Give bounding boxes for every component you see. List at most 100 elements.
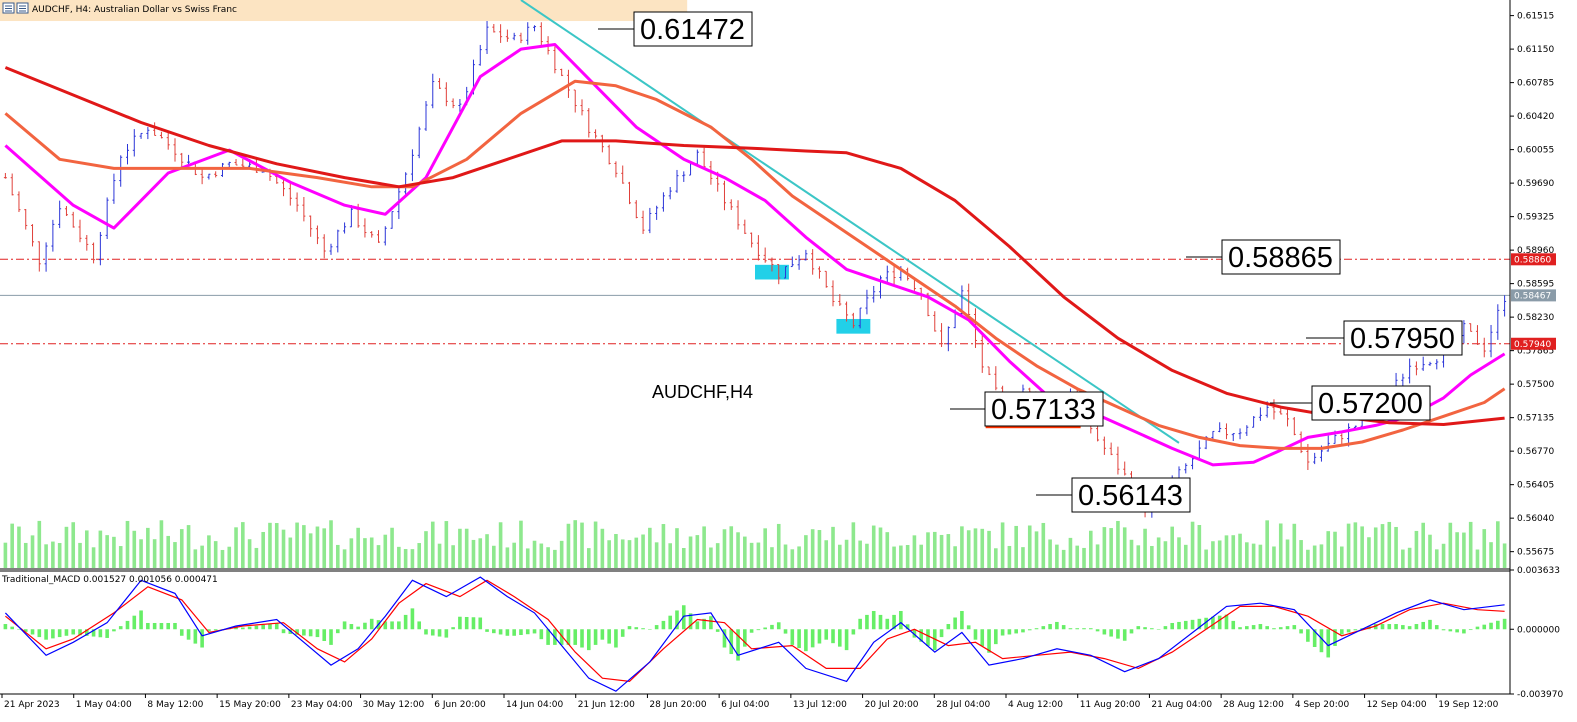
volume-bar	[10, 523, 14, 568]
macd-histogram-bar	[688, 613, 693, 630]
macd-histogram-bar	[1055, 621, 1059, 630]
macd-histogram-bar	[1285, 626, 1290, 630]
volume-bar	[478, 538, 483, 568]
macd-histogram-bar	[213, 629, 218, 631]
volume-bar	[376, 545, 381, 568]
time-tick-label: 14 Jun 04:00	[506, 700, 563, 710]
level-box-1	[1221, 239, 1341, 275]
time-tick-label: 6 Jul 04:00	[721, 700, 770, 710]
macd-histogram-bar	[1197, 618, 1202, 630]
macd-histogram-bar	[1482, 624, 1487, 630]
volume-bar	[200, 545, 204, 568]
macd-histogram-bar	[1000, 629, 1005, 636]
volume-bar	[322, 528, 327, 568]
macd-label: Traditional_MACD 0.001527 0.001056 0.000…	[1, 575, 218, 585]
volume-bar	[614, 534, 618, 568]
volume-bar	[430, 521, 435, 568]
volume-bar	[851, 522, 856, 568]
header-layer: AUDCHF, H4: Australian Dollar vs Swiss F…	[2, 2, 237, 15]
macd-histogram-bar	[193, 629, 198, 644]
volume-bar	[546, 547, 550, 568]
volume-bar	[369, 537, 374, 568]
volume-bar	[383, 534, 388, 568]
volume-bar	[749, 542, 754, 568]
volume-bar	[892, 546, 896, 568]
volume-bar	[1224, 535, 1229, 568]
volume-bar	[1021, 547, 1025, 568]
macd-histogram-bar	[1387, 624, 1392, 630]
macd-histogram-bar	[512, 629, 516, 636]
volume-bar	[661, 524, 666, 568]
macd-main-line	[4, 576, 1505, 692]
macd-histogram-bar	[1156, 629, 1161, 630]
volume-bar	[580, 522, 584, 568]
volume-bar	[1434, 549, 1439, 568]
macd-histogram-bar	[831, 629, 835, 644]
macd-histogram-bar	[322, 629, 327, 641]
volume-bar	[451, 545, 455, 568]
menu-icon[interactable]	[2, 2, 15, 14]
time-tick-label: 12 Sep 04:00	[1367, 700, 1427, 710]
macd-histogram-bar	[118, 626, 123, 630]
volume-bar	[1462, 532, 1466, 568]
chart-type-icon[interactable]	[16, 2, 29, 14]
macd-histogram-bar	[98, 629, 103, 638]
macd-histogram-bar	[64, 629, 69, 636]
macd-histogram-bar	[295, 629, 299, 635]
symbol-info: AUDCHF, H4: Australian Dollar vs Swiss F…	[32, 5, 237, 15]
volume-bar	[1238, 533, 1242, 568]
volume-bar	[1251, 543, 1256, 568]
macd-histogram-bar	[139, 610, 143, 630]
macd-histogram-bar	[437, 629, 442, 637]
trendline-layer	[520, 0, 1180, 444]
macd-histogram-bar	[1007, 629, 1012, 635]
volume-bar	[308, 533, 313, 568]
level-labels-layer: 0.61472 0.58865 0.57950 0.57200 0.57133 0.561…	[598, 11, 1463, 513]
volume-bar	[166, 535, 171, 568]
volume-bar	[539, 543, 544, 568]
macd-histogram-bar	[960, 610, 964, 630]
volume-bar	[1306, 549, 1310, 568]
ma-medium	[4, 79, 1506, 450]
volume-bar	[512, 542, 516, 568]
volume-bar	[553, 549, 557, 568]
macd-histogram-bar	[1475, 626, 1480, 630]
macd-histogram-bar	[274, 623, 279, 630]
macd-histogram-bar	[261, 624, 265, 630]
price-tick-label: 0.60785	[1517, 79, 1554, 89]
macd-histogram-bar	[383, 621, 388, 630]
macd-histogram-bar	[1428, 619, 1432, 630]
level-label-4: 0.57133	[991, 394, 1096, 426]
volume-bar	[464, 528, 469, 568]
macd-histogram-bar	[899, 610, 903, 630]
macd-histogram-bar	[1048, 624, 1052, 630]
macd-histogram-bar	[152, 622, 157, 630]
volume-bar	[288, 537, 293, 568]
macd-histogram-bar	[546, 629, 550, 645]
price-tick-label: 0.59690	[1517, 179, 1554, 189]
volume-bar	[1414, 530, 1419, 568]
macd-histogram-bar	[146, 622, 150, 630]
volume-bar	[57, 543, 62, 568]
macd-histogram-bar	[648, 629, 652, 630]
macd-histogram-bar	[356, 626, 360, 630]
macd-histogram-bar	[824, 629, 829, 640]
price-tag-label-1: 0.58467	[1514, 291, 1551, 301]
macd-histogram-bar	[580, 629, 584, 648]
macd-histogram-bar	[1245, 626, 1249, 630]
volume-bar	[1407, 547, 1412, 568]
price-tick-label: 0.57500	[1517, 380, 1554, 390]
volume-bar	[722, 529, 727, 568]
volume-bar	[1502, 543, 1507, 568]
macd-histogram-bar	[1116, 629, 1120, 639]
macd-histogram-bar	[335, 629, 340, 634]
macd-histogram-bar	[559, 629, 564, 645]
macd-histogram-bar	[858, 618, 862, 630]
volume-bar	[681, 547, 686, 568]
volume-bar	[702, 526, 706, 568]
price-tick-label: 0.58595	[1517, 280, 1554, 290]
macd-histogram-bar	[593, 629, 598, 645]
volume-bar	[824, 540, 829, 568]
macd-histogram-bar	[987, 629, 991, 653]
